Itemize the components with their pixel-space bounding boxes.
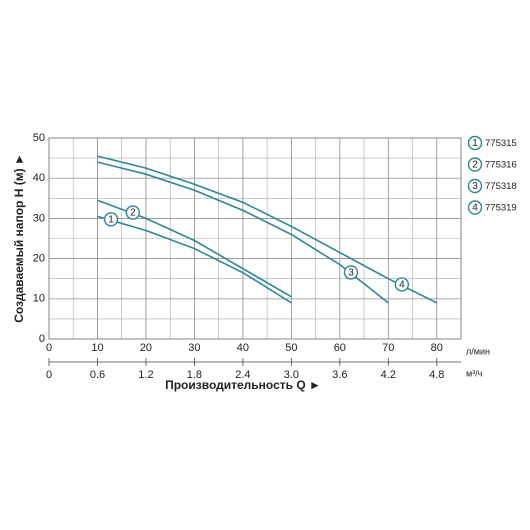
x-unit: л/мин (466, 346, 490, 356)
x2-tick-label: 1.8 (187, 369, 202, 381)
x-tick-label: 40 (237, 342, 249, 354)
y-tick-label: 10 (33, 293, 45, 305)
curve-marker (394, 277, 410, 292)
x-axis-label: Производительность Q ► (165, 378, 321, 392)
curve-marker (125, 205, 141, 220)
x2-tick-label: 0 (46, 369, 52, 381)
x-tick-label: 20 (140, 342, 152, 354)
legend-label: 775315 (485, 138, 517, 149)
curve-marker-label: 3 (348, 268, 354, 279)
curve-marker-label: 4 (399, 280, 405, 291)
legend-marker-label: 4 (472, 203, 478, 214)
legend-label: 775316 (485, 160, 517, 171)
curve-marker (343, 265, 359, 280)
y-tick-label: 20 (33, 253, 45, 265)
legend-label: 775319 (485, 203, 517, 214)
x2-tick-label: 4.2 (381, 369, 396, 381)
x2-tick-label: 0.6 (90, 369, 105, 381)
x2-tick-label: 1.2 (138, 369, 153, 381)
legend-marker-label: 1 (472, 138, 478, 149)
legend-marker (467, 200, 483, 215)
y-tick-label: 50 (33, 132, 45, 144)
x-tick-label: 70 (382, 342, 394, 354)
curve (97, 155, 438, 304)
x2-tick-label: 3.6 (332, 369, 347, 381)
curve (97, 215, 292, 304)
curve (97, 161, 389, 304)
curve-marker (103, 212, 119, 227)
legend-label: 775318 (485, 181, 517, 192)
curve-marker-label: 2 (130, 208, 136, 219)
x-tick-label: 0 (46, 342, 52, 354)
x2-tick-label: 3.0 (284, 369, 299, 381)
x-tick-label: 60 (334, 342, 346, 354)
x2-unit: м³/ч (466, 368, 483, 378)
legend-marker-label: 2 (472, 160, 478, 171)
y-axis-label: Создаваемый напор H (м) ► (12, 153, 26, 323)
x2-tick-label: 2.4 (235, 369, 250, 381)
x-tick-label: 50 (285, 342, 297, 354)
x-tick-label: 80 (431, 342, 443, 354)
y-tick-label: 0 (39, 333, 45, 345)
legend-marker (467, 178, 483, 194)
y-tick-label: 40 (33, 172, 45, 184)
legend-marker-label: 3 (472, 181, 478, 192)
curve-marker-label: 1 (108, 214, 114, 225)
legend-marker (467, 157, 483, 172)
x2-tick-label: 4.8 (429, 369, 444, 381)
x-tick-label: 10 (91, 342, 103, 354)
legend-marker (467, 135, 483, 151)
x-tick-label: 30 (188, 342, 200, 354)
y-tick-label: 30 (33, 212, 45, 224)
